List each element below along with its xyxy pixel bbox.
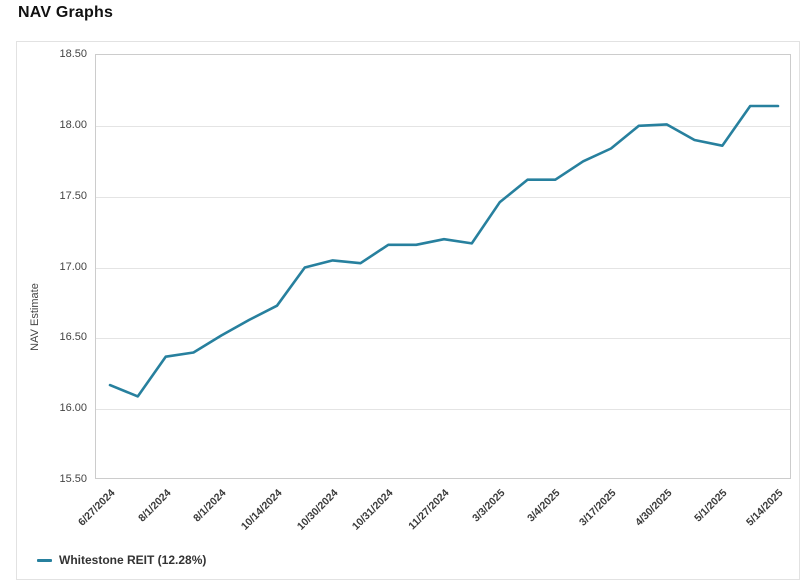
y-gridline — [96, 125, 790, 127]
x-axis-tick-label: 3/4/2025 — [525, 487, 563, 525]
x-axis-tick-label: 8/1/2024 — [135, 487, 174, 525]
y-gridline — [96, 196, 790, 198]
y-gridline — [96, 338, 790, 340]
x-axis-tick-label: 3/17/2025 — [576, 487, 619, 529]
x-axis-tick-label: 3/3/2025 — [469, 487, 508, 525]
x-axis-tick-label: 5/14/2025 — [743, 487, 786, 529]
plot-area[interactable] — [95, 54, 791, 479]
legend-label: Whitestone REIT (12.28%) — [59, 553, 207, 567]
page-title: NAV Graphs — [18, 4, 114, 21]
y-axis-tick-label: 17.50 — [59, 189, 87, 202]
y-axis-tick-label: 15.50 — [59, 473, 87, 485]
y-axis-tick-label: 18.50 — [59, 48, 87, 60]
y-axis-tick-label: 18.00 — [59, 118, 87, 131]
legend: Whitestone REIT (12.28%) — [37, 553, 206, 567]
legend-item-whitestone-reit[interactable]: Whitestone REIT (12.28%) — [37, 553, 206, 567]
x-axis-tick-label: 6/27/2024 — [75, 487, 118, 529]
x-axis-tick-label: 10/31/2024 — [350, 487, 396, 533]
x-axis-tick-label: 4/30/2025 — [632, 487, 675, 529]
series-line-whitestone-reit[interactable] — [108, 104, 780, 398]
legend-line-swatch — [37, 558, 52, 562]
x-axis-tick-label: 8/1/2024 — [191, 487, 229, 525]
x-axis-tick-label: 10/30/2024 — [294, 487, 341, 533]
x-axis-tick-label: 5/1/2025 — [692, 487, 730, 525]
y-gridline — [96, 267, 790, 269]
y-axis-tick-label: 16.00 — [59, 402, 87, 415]
y-gridline — [96, 409, 790, 411]
x-axis-tick-label: 10/14/2024 — [238, 487, 285, 533]
chart-card: NAV Estimate 18.50 18.00 17.50 17.00 16.50 16… — [16, 41, 800, 580]
x-axis-tick-label: 11/27/2024 — [406, 487, 452, 533]
y-axis-tick-label: 16.50 — [59, 331, 87, 344]
line-chart-svg — [108, 104, 780, 398]
y-axis-tick-label: 17.00 — [59, 260, 87, 273]
